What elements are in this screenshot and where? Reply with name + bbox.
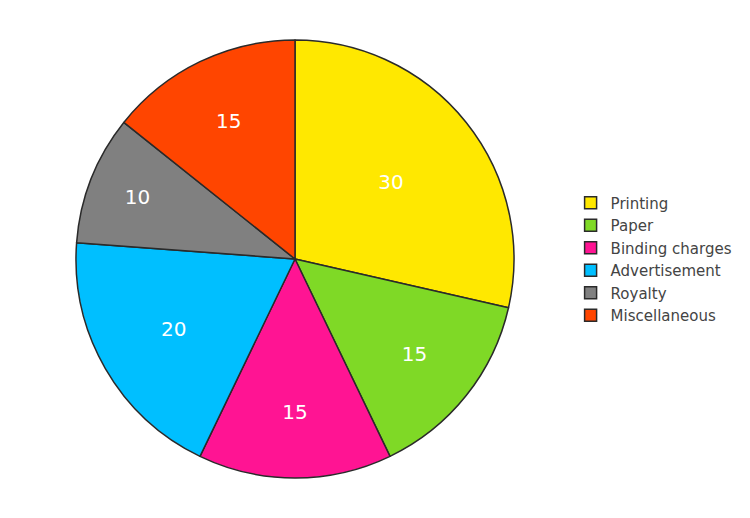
svg-text:Royalty: Royalty [611, 285, 667, 303]
svg-text:Advertisement: Advertisement [611, 262, 721, 280]
svg-text:15: 15 [402, 342, 427, 366]
svg-text:Printing: Printing [611, 195, 669, 213]
svg-text:Miscellaneous: Miscellaneous [611, 307, 716, 325]
svg-text:Paper: Paper [611, 217, 654, 235]
svg-text:30: 30 [378, 170, 403, 194]
svg-text:20: 20 [161, 317, 186, 341]
svg-text:Binding charges: Binding charges [611, 240, 732, 258]
svg-text:15: 15 [216, 109, 241, 133]
svg-text:15: 15 [282, 400, 307, 424]
svg-text:10: 10 [125, 185, 150, 209]
